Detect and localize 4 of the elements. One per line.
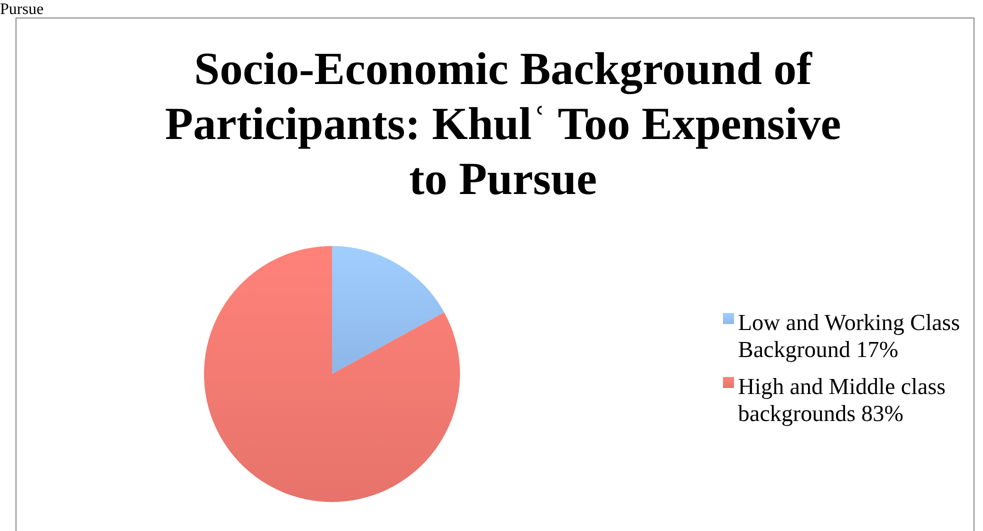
legend-label: High and Middle class backgrounds 83% [738, 374, 946, 426]
legend-label: Low and Working Class Background 17% [738, 310, 960, 362]
chart-title: Socio-Economic Background of Participants: Khulʿ Too Expensive to Pursue [164, 43, 842, 204]
text: Pursue [0, 1, 44, 18]
